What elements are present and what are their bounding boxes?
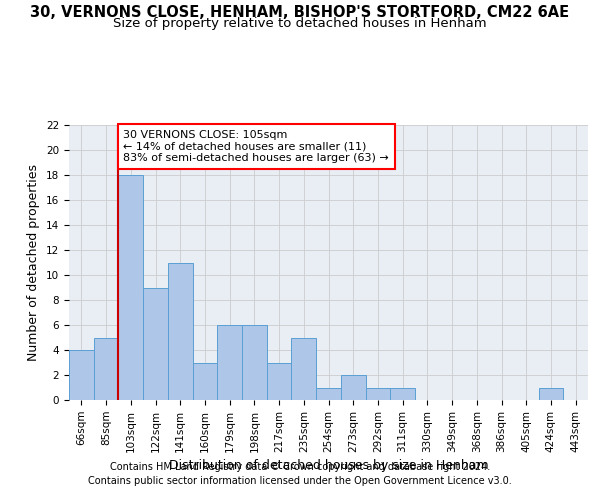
Bar [168, 262, 193, 400]
Bar [217, 325, 242, 400]
Text: Size of property relative to detached houses in Henham: Size of property relative to detached ho… [113, 18, 487, 30]
Bar [242, 325, 267, 400]
Bar [539, 388, 563, 400]
X-axis label: Distribution of detached houses by size in Henham: Distribution of detached houses by size … [169, 459, 488, 472]
Bar [267, 362, 292, 400]
Y-axis label: Number of detached properties: Number of detached properties [28, 164, 40, 361]
Bar [118, 175, 143, 400]
Bar [292, 338, 316, 400]
Text: 30 VERNONS CLOSE: 105sqm
← 14% of detached houses are smaller (11)
83% of semi-d: 30 VERNONS CLOSE: 105sqm ← 14% of detach… [124, 130, 389, 163]
Bar [193, 362, 217, 400]
Bar [365, 388, 390, 400]
Text: Contains HM Land Registry data © Crown copyright and database right 2024.: Contains HM Land Registry data © Crown c… [110, 462, 490, 472]
Bar [69, 350, 94, 400]
Bar [390, 388, 415, 400]
Text: Contains public sector information licensed under the Open Government Licence v3: Contains public sector information licen… [88, 476, 512, 486]
Bar [143, 288, 168, 400]
Text: 30, VERNONS CLOSE, HENHAM, BISHOP'S STORTFORD, CM22 6AE: 30, VERNONS CLOSE, HENHAM, BISHOP'S STOR… [31, 5, 569, 20]
Bar [316, 388, 341, 400]
Bar [341, 375, 365, 400]
Bar [94, 338, 118, 400]
